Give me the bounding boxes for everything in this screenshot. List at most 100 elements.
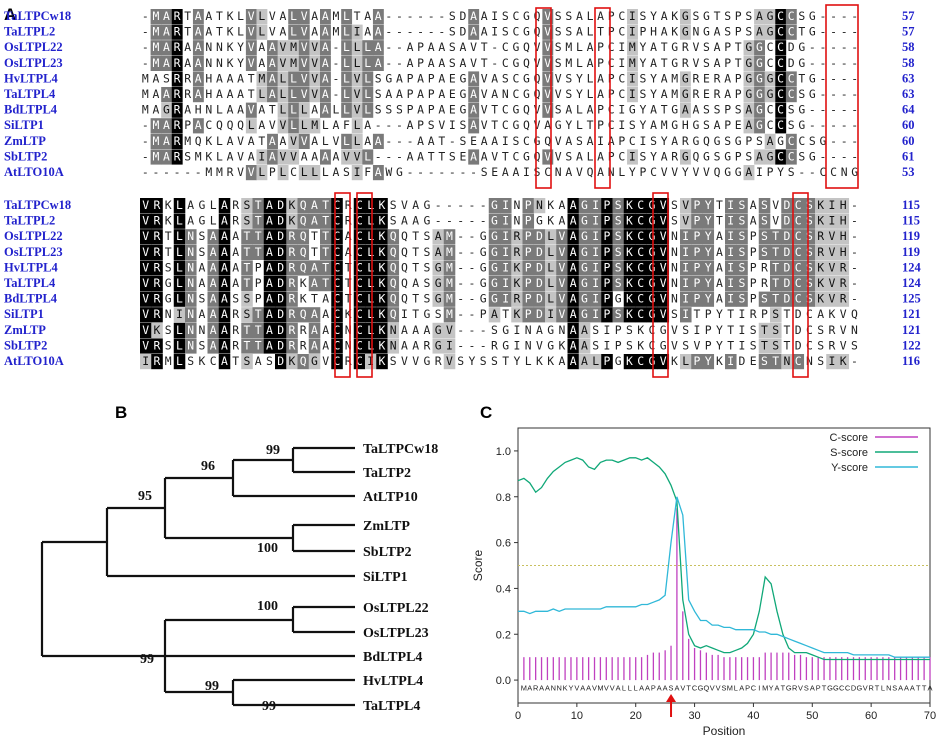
alignment-shade bbox=[646, 198, 658, 214]
alignment-residue: C bbox=[637, 260, 644, 274]
alignment-residue: A bbox=[195, 40, 202, 54]
alignment-seq-name: HvLTPL4 bbox=[4, 260, 58, 274]
alignment-residue: A bbox=[570, 323, 577, 337]
alignment-shade bbox=[680, 291, 692, 307]
alignment-shade bbox=[171, 133, 183, 149]
alignment-shade bbox=[297, 307, 310, 323]
alignment-residue: A bbox=[345, 229, 352, 243]
alignment-residue: C bbox=[608, 118, 615, 132]
alignment-residue: A bbox=[671, 134, 678, 148]
alignment-residue: S bbox=[806, 214, 813, 228]
alignment-residue: T bbox=[345, 292, 352, 306]
alignment-residue: K bbox=[378, 245, 385, 259]
alignment-residue: M bbox=[446, 260, 453, 274]
alignment-residue: S bbox=[243, 214, 250, 228]
alignment-residue: T bbox=[727, 307, 734, 321]
alignment-residue: R bbox=[840, 276, 847, 290]
alignment-residue: A bbox=[221, 292, 228, 306]
alignment-shade bbox=[792, 291, 805, 307]
alignment-shade bbox=[542, 149, 554, 165]
alignment-residue: C bbox=[502, 40, 509, 54]
alignment-residue: S bbox=[738, 229, 745, 243]
alignment-shade bbox=[351, 40, 363, 56]
alignment-residue: Q bbox=[523, 118, 530, 132]
alignment-residue: S bbox=[798, 9, 805, 23]
alignment-shade bbox=[309, 165, 321, 181]
alignment-shade bbox=[545, 260, 557, 276]
alignment-shade bbox=[387, 307, 400, 323]
alignment-residue: K bbox=[198, 354, 205, 368]
alignment-residue: V bbox=[534, 40, 541, 54]
bootstrap-value: 99 bbox=[262, 699, 276, 714]
alignment-shade bbox=[500, 291, 512, 307]
alignment-residue: A bbox=[221, 245, 228, 259]
alignment-residue: S bbox=[756, 134, 763, 148]
alignment-residue: L bbox=[290, 9, 297, 23]
alignment-residue: M bbox=[446, 307, 453, 321]
alignment-shade bbox=[556, 260, 568, 276]
alignment-residue: C bbox=[788, 87, 795, 101]
alignment-shade bbox=[241, 338, 253, 354]
alignment-residue: I bbox=[727, 276, 734, 290]
alignment-shade bbox=[150, 24, 162, 40]
alignment-residue: I bbox=[828, 354, 835, 368]
alignment-shade bbox=[320, 9, 331, 25]
alignment-residue: A bbox=[396, 71, 403, 85]
alignment-residue: C bbox=[637, 276, 644, 290]
alignment-residue: P bbox=[608, 25, 615, 39]
alignment-residue: M bbox=[205, 165, 212, 179]
alignment-shade bbox=[263, 307, 276, 323]
alignment-residue: I bbox=[513, 323, 520, 337]
alignment-shade bbox=[803, 276, 816, 292]
alignment-residue: I bbox=[727, 260, 734, 274]
alignment-shade bbox=[365, 322, 377, 338]
position-residue: N bbox=[551, 683, 556, 692]
alignment-residue: R bbox=[153, 354, 160, 368]
position-residue: P bbox=[651, 683, 656, 692]
alignment-shade bbox=[376, 229, 388, 245]
alignment-residue: C bbox=[777, 25, 784, 39]
alignment-residue: V bbox=[558, 292, 565, 306]
position-residue: A bbox=[674, 683, 679, 692]
alignment-seq-end: 119 bbox=[902, 229, 920, 243]
alignment-shade bbox=[612, 307, 625, 323]
alignment-residue: N bbox=[187, 260, 194, 274]
alignment-residue: A bbox=[364, 25, 371, 39]
alignment-residue: - bbox=[396, 40, 403, 54]
alignment-shade bbox=[308, 198, 321, 214]
alignment-residue: A bbox=[581, 323, 588, 337]
alignment-residue: L bbox=[587, 87, 594, 101]
alignment-residue: P bbox=[184, 118, 191, 132]
tree-leaf-label: OsLTPL22 bbox=[363, 601, 429, 616]
alignment-residue: C bbox=[637, 214, 644, 228]
position-residue: T bbox=[922, 683, 927, 692]
alignment-residue: A bbox=[195, 87, 202, 101]
alignment-residue: - bbox=[385, 40, 392, 54]
alignment-residue: T bbox=[481, 40, 488, 54]
alignment-shade bbox=[286, 291, 298, 307]
alignment-shade bbox=[387, 338, 400, 354]
alignment-residue: T bbox=[481, 56, 488, 70]
alignment-residue: S bbox=[738, 292, 745, 306]
alignment-shade bbox=[173, 338, 186, 354]
alignment-residue: Y bbox=[513, 354, 520, 368]
alignment-shade bbox=[488, 307, 501, 323]
alignment-residue: V bbox=[660, 292, 667, 306]
alignment-residue: - bbox=[435, 198, 442, 212]
alignment-shade bbox=[657, 291, 670, 307]
alignment-shade bbox=[309, 55, 321, 71]
alignment-residue: L bbox=[176, 245, 183, 259]
alignment-residue: G bbox=[692, 118, 699, 132]
alignment-shade bbox=[286, 307, 298, 323]
alignment-shade bbox=[770, 244, 782, 260]
alignment-residue: S bbox=[692, 9, 699, 23]
alignment-shade bbox=[542, 102, 554, 118]
alignment-residue: V bbox=[280, 56, 287, 70]
alignment-residue: V bbox=[237, 165, 244, 179]
alignment-residue: R bbox=[153, 245, 160, 259]
alignment-shade bbox=[680, 87, 691, 103]
alignment-residue: - bbox=[195, 165, 202, 179]
alignment-residue: - bbox=[428, 9, 435, 23]
alignment-residue: I bbox=[738, 323, 745, 337]
alignment-residue: Y bbox=[716, 323, 723, 337]
